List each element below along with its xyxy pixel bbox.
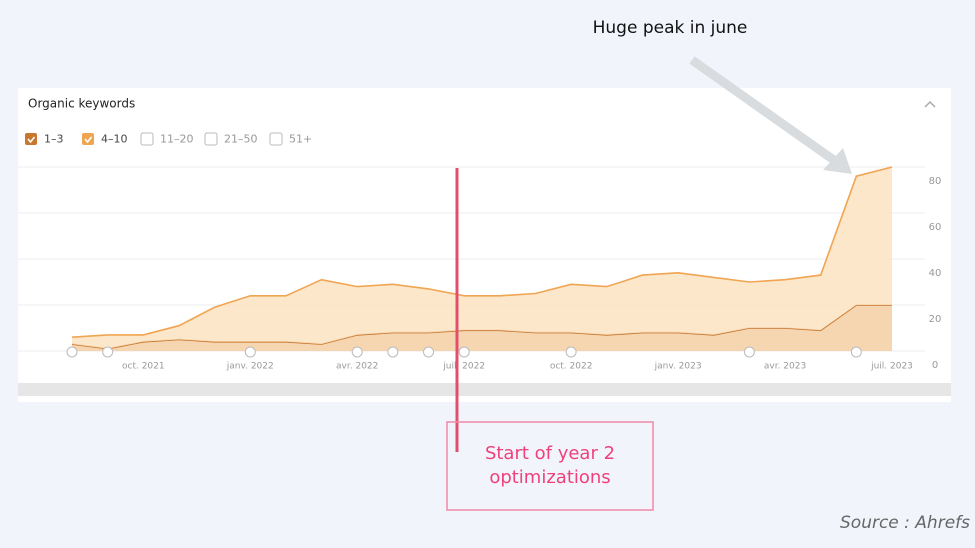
legend-checkbox[interactable] [269,132,283,146]
annotation-icon-circle [565,346,577,358]
x-tick-label: janv. 2022 [226,362,274,372]
legend-check [27,136,36,144]
annotation-box [446,421,654,511]
annotation-icon-circle [387,346,399,358]
legend-checkbox[interactable] [25,133,37,145]
x-tick-label: oct. 2021 [122,362,165,372]
annotation-icon [244,346,256,358]
annotation-icon [102,346,114,358]
area [72,305,892,351]
x-tick-label: juil. 2023 [870,362,913,372]
annotation-icon [850,346,862,358]
annotation-icon-circle [458,346,470,358]
legend-label: 4–10 [101,133,128,146]
legend-label: 21–50 [224,133,258,146]
annotation-icon-circle [351,346,363,358]
chart-title: Organic keywords [28,97,135,111]
annotation-icon-circle [423,346,435,358]
collapse-icon[interactable] [924,100,936,108]
legend-checkbox[interactable] [204,132,218,146]
annotation-icon-circle [66,346,78,358]
legend-check [84,136,93,144]
annotation-icon-circle [102,346,114,358]
annotation-icon-circle [244,346,256,358]
annotation-icon [458,346,470,358]
y-tick-label: 60 [929,222,942,233]
annotation-text: optimizations [489,467,610,488]
x-tick-label: juil. 2022 [442,362,485,372]
legend: 1–3 4–10 11–20 21–50 51+ [25,132,312,146]
annotation-icon [387,346,399,358]
x-tick-label: oct. 2022 [550,362,593,372]
y-tick-label: 0 [932,360,938,371]
annotation-icon [351,346,363,358]
legend-checkbox[interactable] [140,132,154,146]
annotation-text: Start of year 2 [485,443,615,464]
scrollbar [18,383,951,396]
annotation-icon-circle [743,346,755,358]
line [71,166,893,338]
arrow-shaft [689,56,841,167]
area [72,167,892,349]
x-tick-label: janv. 2023 [654,362,702,372]
legend-label: 11–20 [160,133,194,146]
x-tick-label: avr. 2022 [336,362,378,372]
chart-card [18,88,951,402]
plot: 0 20 40 60 80 oct. 2021 janv. 2022 avr. 2022 jui… [18,132,942,372]
y-tick-label: 40 [929,268,942,279]
annotation-icon-circle [850,346,862,358]
annotation-icon [743,346,755,358]
annotation-icon [565,346,577,358]
y-tick-label: 20 [929,314,942,325]
annotation-icon [423,346,435,358]
legend-label: 51+ [289,133,312,146]
x-tick-label: avr. 2023 [764,362,806,372]
source-note: Source : Ahrefs [840,513,970,533]
y-tick-label: 80 [929,176,942,187]
annotation-text: Huge peak in june [593,18,748,38]
annotation-icon [66,346,78,358]
legend-label: 1–3 [44,133,64,146]
legend-checkbox[interactable] [82,133,94,145]
arrow-head [823,148,852,174]
